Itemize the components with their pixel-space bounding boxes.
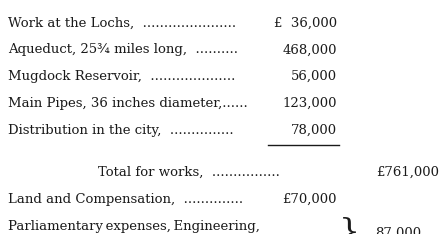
Text: Parliamentary expenses, Engineering,: Parliamentary expenses, Engineering,	[8, 219, 260, 233]
Text: 468,000: 468,000	[282, 43, 337, 56]
Text: Work at the Lochs,  ......................: Work at the Lochs, .....................…	[8, 16, 236, 29]
Text: Mugdock Reservoir,  ....................: Mugdock Reservoir, ....................	[8, 70, 235, 83]
Text: 87,000: 87,000	[375, 227, 421, 234]
Text: £  36,000: £ 36,000	[273, 16, 337, 29]
Text: Aqueduct, 25¾ miles long,  ..........: Aqueduct, 25¾ miles long, ..........	[8, 43, 238, 56]
Text: }: }	[339, 217, 360, 234]
Text: £70,000: £70,000	[282, 193, 337, 206]
Text: 123,000: 123,000	[282, 97, 337, 110]
Text: £761,000: £761,000	[376, 166, 439, 179]
Text: Total for works,  ................: Total for works, ................	[98, 166, 280, 179]
Text: 78,000: 78,000	[291, 124, 337, 137]
Text: 56,000: 56,000	[291, 70, 337, 83]
Text: Main Pipes, 36 inches diameter,......: Main Pipes, 36 inches diameter,......	[8, 97, 248, 110]
Text: Land and Compensation,  ..............: Land and Compensation, ..............	[8, 193, 243, 206]
Text: Distribution in the city,  ...............: Distribution in the city, ..............…	[8, 124, 234, 137]
